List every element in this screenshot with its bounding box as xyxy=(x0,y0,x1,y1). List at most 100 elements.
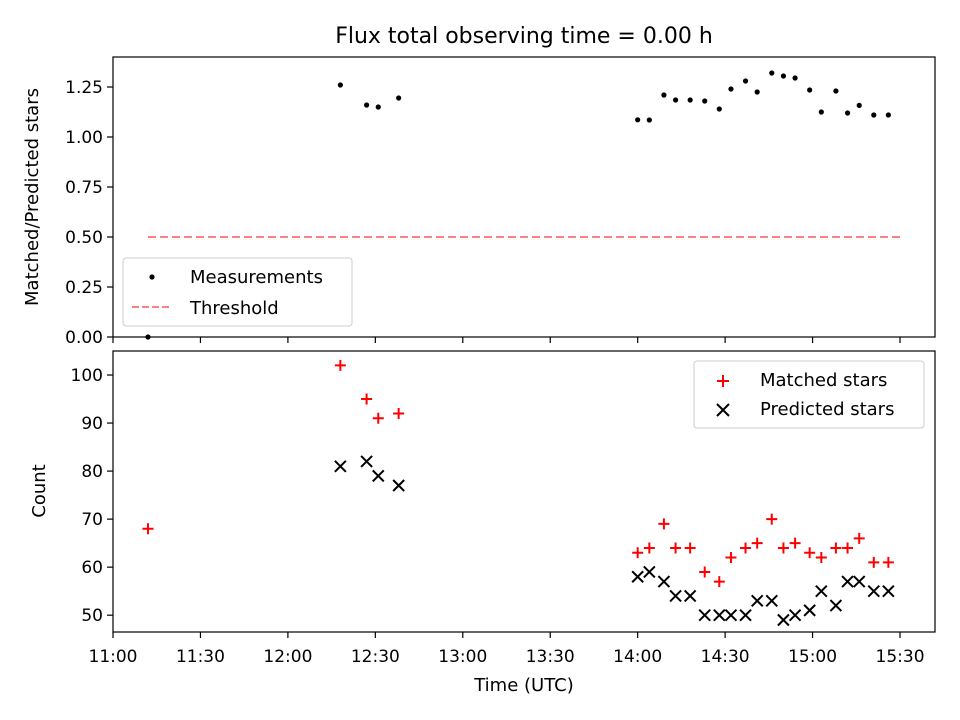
predicted-star-point xyxy=(657,575,671,588)
bottom-y-tick-label: 90 xyxy=(81,414,103,434)
bottom-legend-box xyxy=(693,360,925,429)
top-axis-ticks: 0.00 0.25 0.50 0.75 1.00 1.25 xyxy=(65,78,901,348)
measurement-point xyxy=(396,95,402,101)
matched-star-point xyxy=(777,542,789,554)
predicted-star-point xyxy=(334,460,347,473)
matched-star-point xyxy=(740,542,752,554)
predicted-star-point xyxy=(867,584,880,598)
predicted-star-point xyxy=(815,584,828,598)
legend-predicted-marker xyxy=(716,403,730,417)
top-legend-box xyxy=(122,257,353,327)
predicted-star-point xyxy=(788,608,802,622)
measurement-point xyxy=(728,86,734,92)
predicted-star-point xyxy=(713,608,726,622)
matched-star-point xyxy=(658,518,670,530)
measurement-point xyxy=(716,106,722,112)
matched-star-point xyxy=(393,407,405,419)
measurement-point xyxy=(807,87,813,93)
bottom-x-axis-label: Time (UTC) xyxy=(473,675,574,696)
predicted-star-point xyxy=(765,594,778,607)
bottom-y-tick-label: 100 xyxy=(71,366,103,386)
x-tick-label: 11:00 xyxy=(89,647,138,667)
matched-star-point xyxy=(361,393,373,405)
matched-star-point xyxy=(142,523,154,535)
x-tick-label: 15:00 xyxy=(788,647,837,667)
x-tick-label: 13:30 xyxy=(526,647,575,667)
predicted-star-point xyxy=(392,479,405,492)
top-y-axis-label: Matched/Predicted stars xyxy=(22,88,43,306)
predicted-star-point xyxy=(750,594,764,607)
measurement-point xyxy=(818,109,824,115)
x-tick-label: 15:30 xyxy=(876,647,925,667)
measurement-point xyxy=(337,82,343,88)
predicted-star-point xyxy=(739,608,752,622)
measurement-point xyxy=(885,112,891,118)
legend-measurements-marker xyxy=(149,274,155,280)
x-tick-label: 11:30 xyxy=(176,647,225,667)
matched-star-point xyxy=(853,532,865,544)
measurement-point xyxy=(672,97,679,103)
predicted-star-point xyxy=(683,589,697,603)
legend-measurements-label: Measurements xyxy=(190,267,323,288)
matched-star-point xyxy=(804,547,816,559)
bottom-y-tick-label: 70 xyxy=(81,510,103,530)
predicted-star-point xyxy=(360,455,373,468)
measurement-point xyxy=(769,70,775,76)
top-plot-area xyxy=(145,70,901,340)
bottom-y-axis-label: Count xyxy=(29,464,50,517)
measurement-point xyxy=(871,112,877,118)
measurement-point xyxy=(635,117,641,123)
bottom-plot-area xyxy=(142,359,895,627)
predicted-star-point xyxy=(724,608,738,622)
x-tick-label: 12:30 xyxy=(351,647,400,667)
measurement-point xyxy=(363,102,370,108)
predicted-star-point xyxy=(803,604,816,617)
top-y-tick-label: 0.00 xyxy=(65,328,103,348)
matched-star-point xyxy=(830,542,842,554)
x-tick-label: 14:00 xyxy=(613,647,662,667)
x-tick-label: 12:00 xyxy=(263,647,312,667)
measurement-point xyxy=(375,104,381,110)
matched-star-point xyxy=(882,556,894,568)
measurement-point xyxy=(833,88,839,94)
measurement-point xyxy=(856,102,862,108)
predicted-star-point xyxy=(882,584,895,598)
matched-star-point xyxy=(632,547,644,559)
top-axes-frame xyxy=(112,56,936,338)
predicted-star-point xyxy=(841,575,854,588)
chart-title: Flux total observing time = 0.00 h xyxy=(335,24,713,49)
top-legend: Measurements Threshold xyxy=(122,257,353,327)
bottom-legend: Matched stars Predicted stars xyxy=(693,360,925,429)
matched-star-point xyxy=(868,556,880,568)
predicted-star-point xyxy=(698,608,711,622)
x-tick-label: 14:30 xyxy=(701,647,750,667)
matched-star-point xyxy=(789,537,801,549)
matched-star-point xyxy=(842,542,854,554)
top-y-tick-label: 0.50 xyxy=(65,228,103,248)
top-y-tick-label: 0.75 xyxy=(65,178,103,198)
legend-matched-marker xyxy=(717,375,729,387)
measurement-point xyxy=(687,97,693,103)
predicted-star-point xyxy=(643,565,656,579)
predicted-star-point xyxy=(777,613,790,627)
matched-star-point xyxy=(713,576,725,588)
measurement-point xyxy=(742,78,749,84)
measurement-point xyxy=(702,98,708,104)
x-tick-label: 13:00 xyxy=(438,647,487,667)
predicted-star-point xyxy=(669,589,682,603)
matched-star-point xyxy=(670,542,682,554)
bottom-y-tick-label: 50 xyxy=(81,606,103,626)
predicted-star-point xyxy=(372,469,385,483)
matched-star-point xyxy=(699,566,711,578)
top-y-tick-label: 1.25 xyxy=(65,78,103,98)
matched-star-point xyxy=(815,552,827,564)
top-y-tick-label: 1.00 xyxy=(65,128,103,148)
bottom-axes-frame xyxy=(112,350,936,633)
measurement-point xyxy=(780,73,787,79)
measurement-point xyxy=(754,89,760,95)
matched-star-point xyxy=(684,542,696,554)
matched-star-point xyxy=(334,359,346,371)
matched-star-point xyxy=(643,542,655,554)
